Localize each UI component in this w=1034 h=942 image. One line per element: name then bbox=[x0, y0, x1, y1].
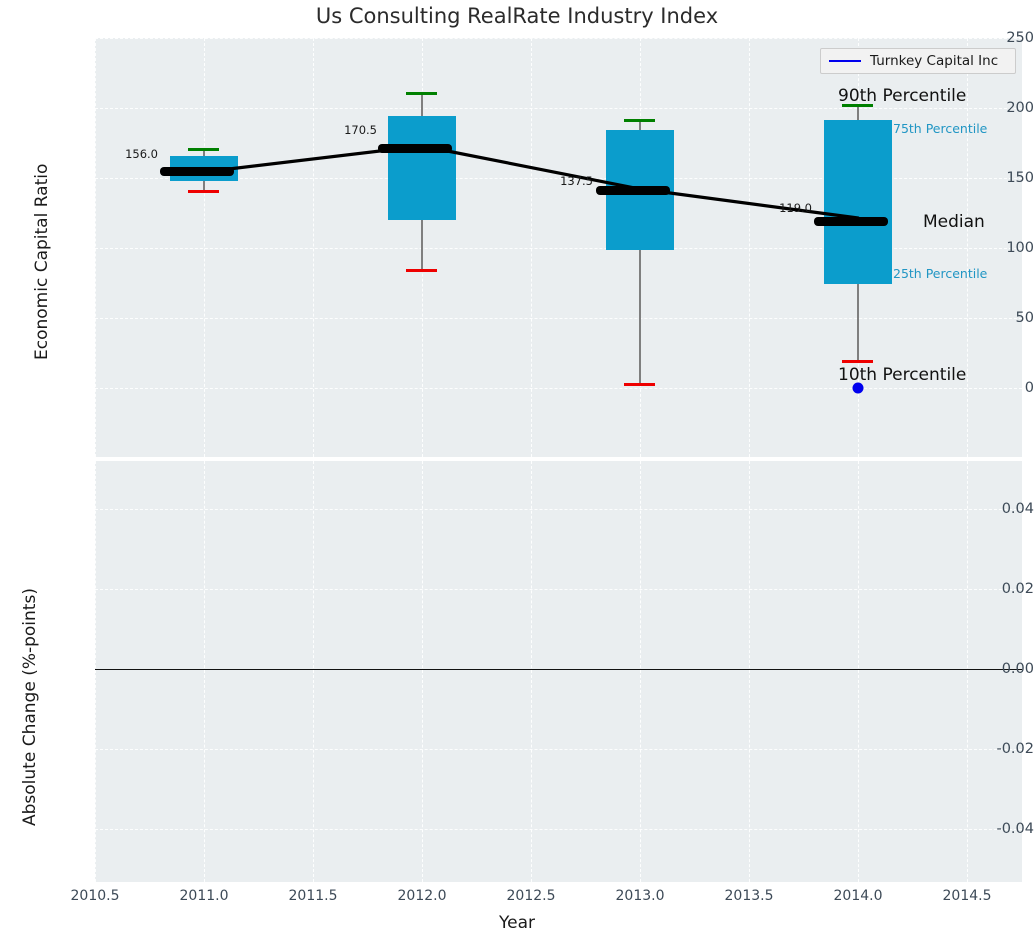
gridline-vertical bbox=[313, 38, 315, 457]
median-bar-2011 bbox=[160, 167, 234, 176]
ytick-label-upper: 0 bbox=[1024, 380, 1034, 396]
turnkey-capital-data-point[interactable] bbox=[852, 382, 864, 394]
chart-title: Us Consulting RealRate Industry Index bbox=[315, 4, 719, 28]
ytick-label-lower: -0.04 bbox=[996, 821, 1034, 837]
median-bar-2013 bbox=[596, 186, 670, 195]
cap-p90-2014 bbox=[842, 103, 873, 107]
cap-p90-2013 bbox=[624, 119, 655, 123]
x-axis-label: Year bbox=[499, 913, 535, 933]
gridline-vertical bbox=[749, 461, 751, 882]
gridline-horizontal bbox=[95, 749, 1022, 750]
median-value-label-2011: 156.0 bbox=[125, 147, 158, 161]
gridline-horizontal bbox=[95, 108, 1022, 109]
gridline-horizontal bbox=[95, 38, 1022, 39]
gridline-vertical bbox=[313, 461, 315, 882]
annotation-75th-percentile: 75th Percentile bbox=[893, 121, 988, 136]
ytick-label-lower: 0.00 bbox=[1001, 661, 1034, 677]
annotation-median: Median bbox=[923, 212, 985, 232]
gridline-horizontal bbox=[95, 318, 1022, 319]
gridline-horizontal bbox=[95, 589, 1022, 590]
xtick-label: 2012.5 bbox=[506, 888, 556, 904]
xtick-label: 2014.5 bbox=[942, 888, 992, 904]
gridline-vertical bbox=[531, 38, 533, 457]
median-bar-2014 bbox=[814, 216, 888, 226]
ytick-label-upper: 200 bbox=[1006, 100, 1034, 116]
box-2014 bbox=[824, 120, 892, 284]
gridline-horizontal bbox=[95, 829, 1022, 830]
cap-p10-2013 bbox=[624, 383, 655, 387]
zero-reference-line bbox=[95, 669, 1022, 670]
xtick-label: 2010.5 bbox=[70, 888, 120, 904]
lower-plot-area bbox=[95, 461, 1022, 882]
cap-p90-2012 bbox=[406, 91, 437, 95]
xtick-label: 2011.0 bbox=[179, 888, 229, 904]
y-axis-label-upper: Economic Capital Ratio bbox=[32, 163, 52, 360]
gridline-vertical bbox=[967, 461, 969, 882]
median-bar-2012 bbox=[378, 144, 452, 153]
gridline-vertical bbox=[749, 38, 751, 457]
whisker-2013 bbox=[639, 119, 641, 386]
gridline-vertical bbox=[95, 461, 97, 882]
gridline-vertical bbox=[967, 38, 969, 457]
gridline-vertical bbox=[858, 461, 860, 882]
gridline-vertical bbox=[95, 38, 97, 457]
xtick-label: 2011.5 bbox=[288, 888, 338, 904]
xtick-label: 2012.0 bbox=[397, 888, 447, 904]
box-2012 bbox=[388, 115, 456, 220]
gridline-vertical bbox=[204, 461, 206, 882]
annotation-25th-percentile: 25th Percentile bbox=[893, 266, 988, 281]
gridline-vertical bbox=[640, 461, 642, 882]
xtick-label: 2014.0 bbox=[833, 888, 883, 904]
chart-legend[interactable]: Turnkey Capital Inc bbox=[820, 48, 1016, 74]
annotation-10th-percentile: 10th Percentile bbox=[838, 365, 967, 385]
legend-line-swatch bbox=[829, 60, 861, 62]
ytick-label-lower: 0.02 bbox=[1001, 581, 1034, 597]
gridline-horizontal bbox=[95, 509, 1022, 510]
gridline-vertical bbox=[422, 461, 424, 882]
legend-label-turnkey-capital-inc: Turnkey Capital Inc bbox=[870, 53, 999, 69]
cap-p10-2011 bbox=[188, 189, 219, 193]
ytick-label-upper: 50 bbox=[1015, 310, 1034, 326]
median-value-label-2014: 119.0 bbox=[779, 201, 812, 215]
cap-p10-2012 bbox=[406, 268, 437, 272]
median-value-label-2013: 137.5 bbox=[560, 174, 593, 188]
ytick-label-lower: -0.02 bbox=[996, 741, 1034, 757]
ytick-label-lower: 0.04 bbox=[1001, 501, 1034, 517]
median-value-label-2012: 170.5 bbox=[344, 123, 377, 137]
ytick-label-upper: 250 bbox=[1006, 30, 1034, 46]
annotation-90th-percentile: 90th Percentile bbox=[838, 86, 967, 106]
cap-p90-2011 bbox=[188, 147, 219, 151]
ytick-label-upper: 100 bbox=[1006, 240, 1034, 256]
xtick-label: 2013.5 bbox=[724, 888, 774, 904]
gridline-vertical bbox=[204, 38, 206, 457]
gridline-vertical bbox=[531, 461, 533, 882]
xtick-label: 2013.0 bbox=[615, 888, 665, 904]
y-axis-label-lower: Absolute Change (%-points) bbox=[20, 588, 40, 826]
gridline-horizontal bbox=[95, 248, 1022, 249]
gridline-horizontal bbox=[95, 388, 1022, 389]
ytick-label-upper: 150 bbox=[1006, 170, 1034, 186]
cap-p10-2014 bbox=[842, 360, 873, 364]
